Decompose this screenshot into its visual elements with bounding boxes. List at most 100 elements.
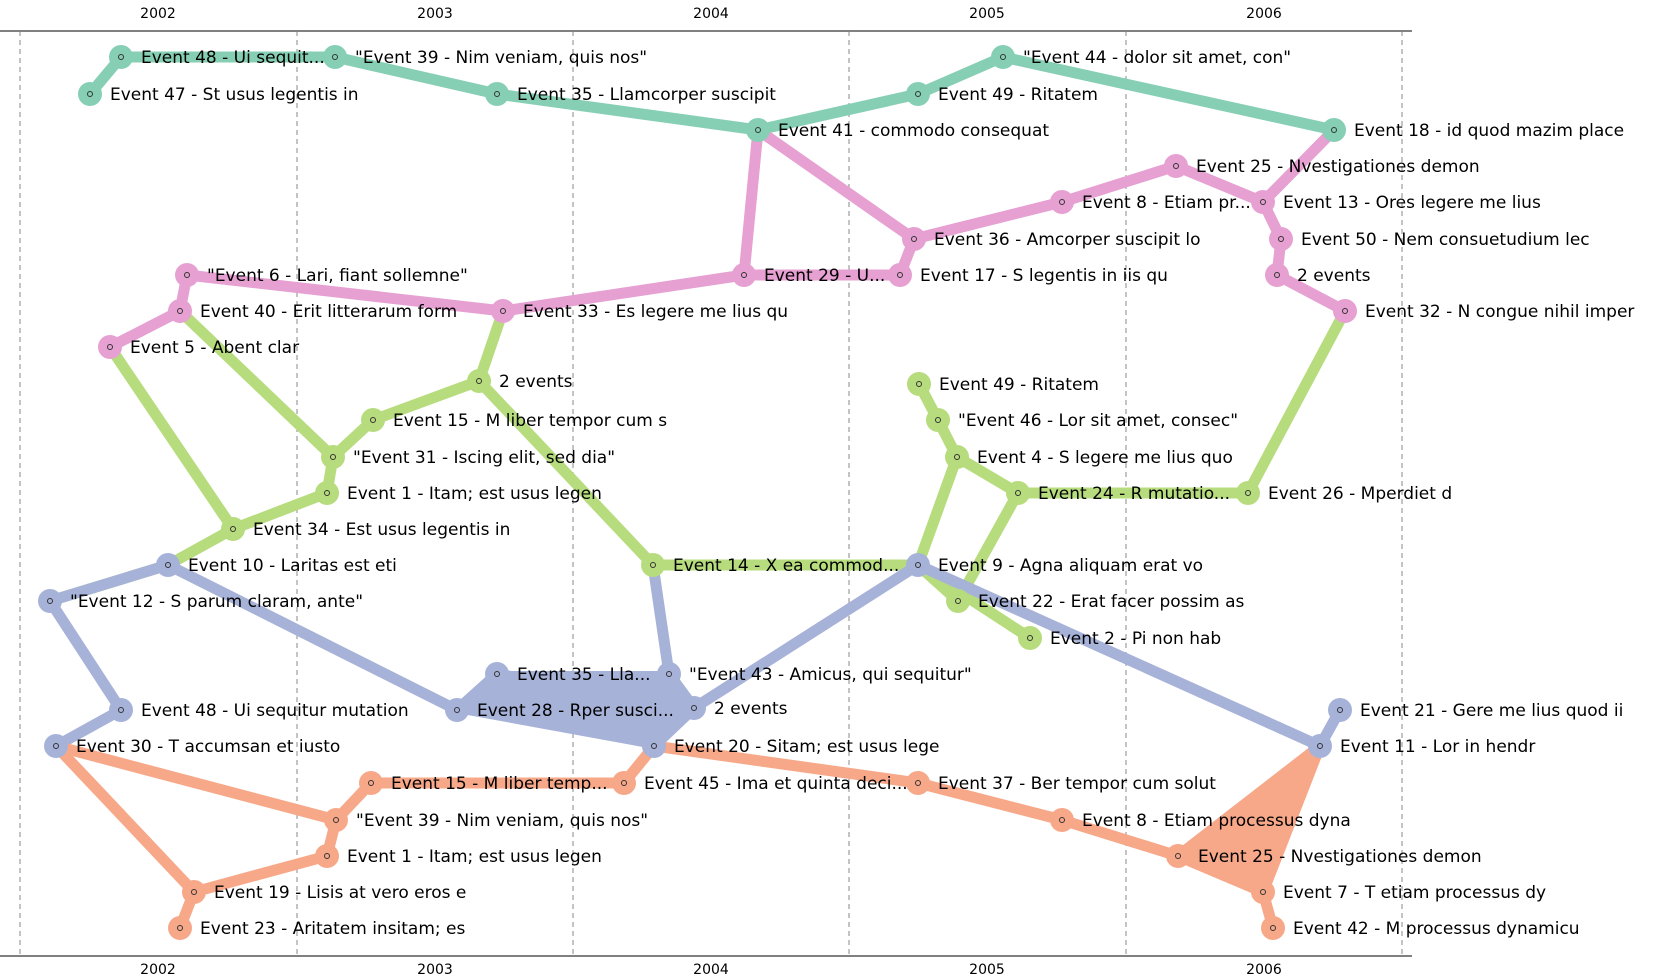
event-node[interactable] [1333,299,1357,323]
event-label: "Event 39 - Nim veniam, quis nos" [355,48,647,68]
event-node-center [494,671,500,677]
event-node[interactable] [168,916,192,940]
pink-track-segment [104,305,186,353]
event-node[interactable] [1269,227,1293,251]
event-node-center [1337,707,1343,713]
event-node-center [691,705,697,711]
event-label: 2 events [714,699,788,719]
event-node[interactable] [1328,698,1352,722]
event-label: Event 7 - T etiam processus dy [1283,883,1546,903]
event-node[interactable] [221,517,245,541]
event-label: Event 8 - Etiam processus dyna [1082,811,1351,831]
event-node[interactable] [906,771,930,795]
event-node[interactable] [156,553,180,577]
event-node[interactable] [1050,808,1074,832]
event-node[interactable] [324,808,348,832]
pink-track-segment [1257,124,1340,208]
event-node[interactable] [315,481,339,505]
event-node[interactable] [485,82,509,106]
event-node[interactable] [732,263,756,287]
event-label: Event 35 - Llamcorper suscipit [517,85,776,105]
year-labels: 2002 2002 2003 2003 2004 2004 2005 2005 2006 2006 [140,6,1282,978]
event-node[interactable] [907,372,931,396]
event-node[interactable] [1308,734,1332,758]
event-node-center [476,378,482,384]
event-node[interactable] [467,369,491,393]
event-label: Event 40 - Erit litterarum form [200,302,457,322]
event-label: Event 4 - S legere me lius quo [977,448,1233,468]
event-node[interactable] [641,553,665,577]
event-node[interactable] [44,734,68,758]
event-node[interactable] [1251,190,1275,214]
event-label: Event 1 - Itam; est usus legen [347,847,602,867]
event-node-center [915,562,921,568]
event-node[interactable] [109,45,133,69]
green-track-segment [1242,305,1351,499]
event-node[interactable] [1018,626,1042,650]
event-label: "Event 6 - Lari, fiant sollemne" [207,266,468,286]
event-node[interactable] [38,589,62,613]
event-node[interactable] [445,698,469,722]
event-label: "Event 31 - Iscing elit, sed dia" [353,448,615,468]
event-node-center [177,925,183,931]
event-node[interactable] [682,696,706,720]
event-node[interactable] [991,45,1015,69]
event-node-center [666,671,672,677]
event-label: Event 49 - Ritatem [939,375,1099,395]
event-node-center [118,54,124,60]
event-node[interactable] [78,82,102,106]
event-node-center [1317,743,1323,749]
event-node-center [191,889,197,895]
pink-track-segment [738,124,764,281]
event-node[interactable] [1322,118,1346,142]
orange-track-segment [648,740,924,789]
event-node[interactable] [98,335,122,359]
event-label: Event 23 - Aritatem insitam; es [200,919,466,939]
event-node[interactable] [902,227,926,251]
event-node[interactable] [945,445,969,469]
event-node[interactable] [926,408,950,432]
event-node-center [370,417,376,423]
event-node[interactable] [1261,916,1285,940]
event-node[interactable] [946,589,970,613]
green-track-segment [473,375,659,571]
event-node[interactable] [1265,263,1289,287]
event-label: 2 events [499,372,573,392]
blue-track-segment [162,559,463,716]
blue-track-segment [44,559,174,607]
event-node[interactable] [491,299,515,323]
event-label: Event 9 - Agna aliquam erat vo [938,556,1203,576]
event-node[interactable] [746,118,770,142]
event-node-center [454,707,460,713]
green-track-segment [104,341,239,535]
event-node[interactable] [168,299,192,323]
event-node[interactable] [657,662,681,686]
event-node[interactable] [175,263,199,287]
event-node[interactable] [1164,154,1188,178]
event-node[interactable] [1006,481,1030,505]
event-node[interactable] [359,771,383,795]
event-node-center [1059,817,1065,823]
event-node[interactable] [1236,481,1260,505]
event-node[interactable] [361,408,385,432]
event-node[interactable] [888,263,912,287]
event-node[interactable] [1050,190,1074,214]
event-label: Event 33 - Es legere me lius qu [523,302,788,322]
event-node[interactable] [323,45,347,69]
event-node-center [87,91,93,97]
event-node[interactable] [321,445,345,469]
event-node[interactable] [612,771,636,795]
event-node[interactable] [906,553,930,577]
event-node[interactable] [109,698,133,722]
orange-track-segment [1056,814,1184,862]
event-node[interactable] [1166,844,1190,868]
event-node[interactable] [182,880,206,904]
event-node[interactable] [1251,880,1275,904]
event-label: Event 15 - M liber tempor cum s [393,411,667,431]
event-node[interactable] [906,82,930,106]
event-node[interactable] [642,734,666,758]
blue-track-segment [44,595,127,716]
event-node[interactable] [485,662,509,686]
event-node[interactable] [315,844,339,868]
